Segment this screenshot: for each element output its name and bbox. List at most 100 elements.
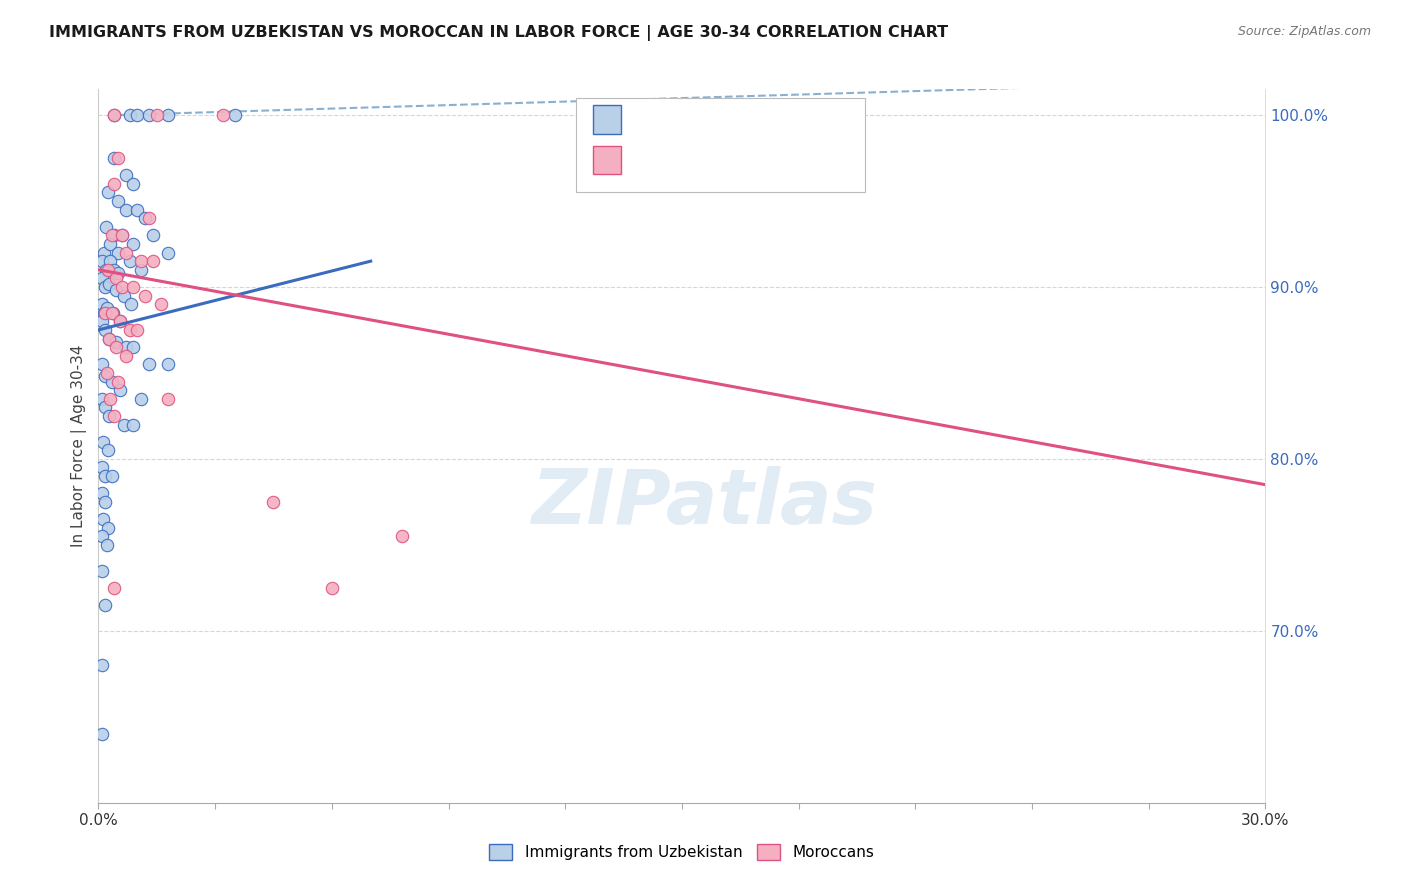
Point: [118, 323, 141, 337]
Point: [103, 108, 125, 122]
Point: [104, 271, 127, 285]
Point: [157, 357, 180, 371]
Point: [122, 417, 145, 432]
Point: [157, 108, 180, 122]
Text: ZIPatlas: ZIPatlas: [533, 467, 879, 540]
Text: R =: R =: [630, 161, 666, 179]
Legend: Immigrants from Uzbekistan, Moroccans: Immigrants from Uzbekistan, Moroccans: [484, 838, 880, 866]
Point: [101, 469, 124, 483]
Point: [94, 495, 117, 509]
Point: [134, 288, 156, 302]
Point: [112, 288, 135, 302]
Point: [96, 366, 118, 380]
Point: [114, 168, 136, 182]
Point: [90, 271, 112, 285]
Point: [321, 581, 343, 595]
Point: [103, 177, 125, 191]
Point: [115, 349, 138, 363]
Point: [149, 297, 172, 311]
Point: [127, 323, 149, 337]
Point: [122, 236, 145, 251]
Point: [111, 228, 134, 243]
Point: [94, 401, 117, 415]
Point: [101, 375, 124, 389]
Point: [108, 314, 131, 328]
Point: [108, 383, 131, 397]
Text: Source: ZipAtlas.com: Source: ZipAtlas.com: [1237, 25, 1371, 38]
Point: [90, 564, 112, 578]
Point: [212, 108, 235, 122]
Point: [118, 108, 141, 122]
Point: [111, 228, 134, 243]
Point: [94, 598, 117, 612]
Point: [98, 332, 121, 346]
Point: [107, 266, 129, 280]
Point: [94, 306, 117, 320]
Point: [96, 219, 118, 234]
Point: [108, 314, 131, 328]
Point: [93, 245, 115, 260]
Point: [142, 228, 165, 243]
Point: [103, 151, 125, 165]
Point: [97, 521, 120, 535]
Point: [90, 392, 112, 406]
Point: [107, 194, 129, 208]
Text: 82: 82: [776, 120, 799, 139]
Point: [97, 262, 120, 277]
Point: [104, 334, 127, 349]
Point: [90, 658, 112, 673]
Point: [103, 108, 125, 122]
Point: [129, 392, 152, 406]
Point: [93, 306, 115, 320]
Point: [94, 280, 117, 294]
Point: [103, 581, 125, 595]
Point: [90, 460, 112, 475]
Point: [122, 340, 145, 354]
Text: IMMIGRANTS FROM UZBEKISTAN VS MOROCCAN IN LABOR FORCE | AGE 30-34 CORRELATION CH: IMMIGRANTS FROM UZBEKISTAN VS MOROCCAN I…: [49, 25, 948, 41]
Point: [91, 512, 114, 526]
Point: [97, 186, 120, 200]
Point: [96, 262, 118, 277]
Point: [107, 245, 129, 260]
Point: [103, 228, 125, 243]
Point: [107, 375, 129, 389]
Point: [90, 727, 112, 741]
Point: [142, 254, 165, 268]
Point: [98, 332, 121, 346]
Point: [91, 254, 114, 268]
Text: 0.132: 0.132: [675, 120, 727, 139]
Point: [101, 306, 124, 320]
Point: [121, 297, 143, 311]
Point: [91, 434, 114, 449]
Point: [98, 236, 121, 251]
Point: [107, 151, 129, 165]
Point: [122, 177, 145, 191]
Point: [114, 245, 136, 260]
Point: [98, 392, 121, 406]
Point: [90, 357, 112, 371]
Point: [96, 538, 118, 552]
Point: [94, 369, 117, 384]
Point: [90, 314, 112, 328]
Point: [134, 211, 156, 226]
Point: [138, 357, 160, 371]
Point: [94, 469, 117, 483]
Point: [98, 277, 121, 291]
Text: N =: N =: [731, 120, 768, 139]
Point: [114, 340, 136, 354]
Point: [98, 409, 121, 423]
Point: [127, 108, 149, 122]
Point: [101, 228, 124, 243]
Point: [129, 254, 152, 268]
Text: R =: R =: [630, 120, 666, 139]
Point: [138, 108, 160, 122]
Point: [112, 417, 135, 432]
Point: [122, 280, 145, 294]
Point: [224, 108, 246, 122]
Point: [104, 340, 127, 354]
Point: [94, 323, 117, 337]
Point: [103, 409, 125, 423]
Point: [391, 529, 413, 543]
Y-axis label: In Labor Force | Age 30-34: In Labor Force | Age 30-34: [72, 344, 87, 548]
Point: [146, 108, 169, 122]
